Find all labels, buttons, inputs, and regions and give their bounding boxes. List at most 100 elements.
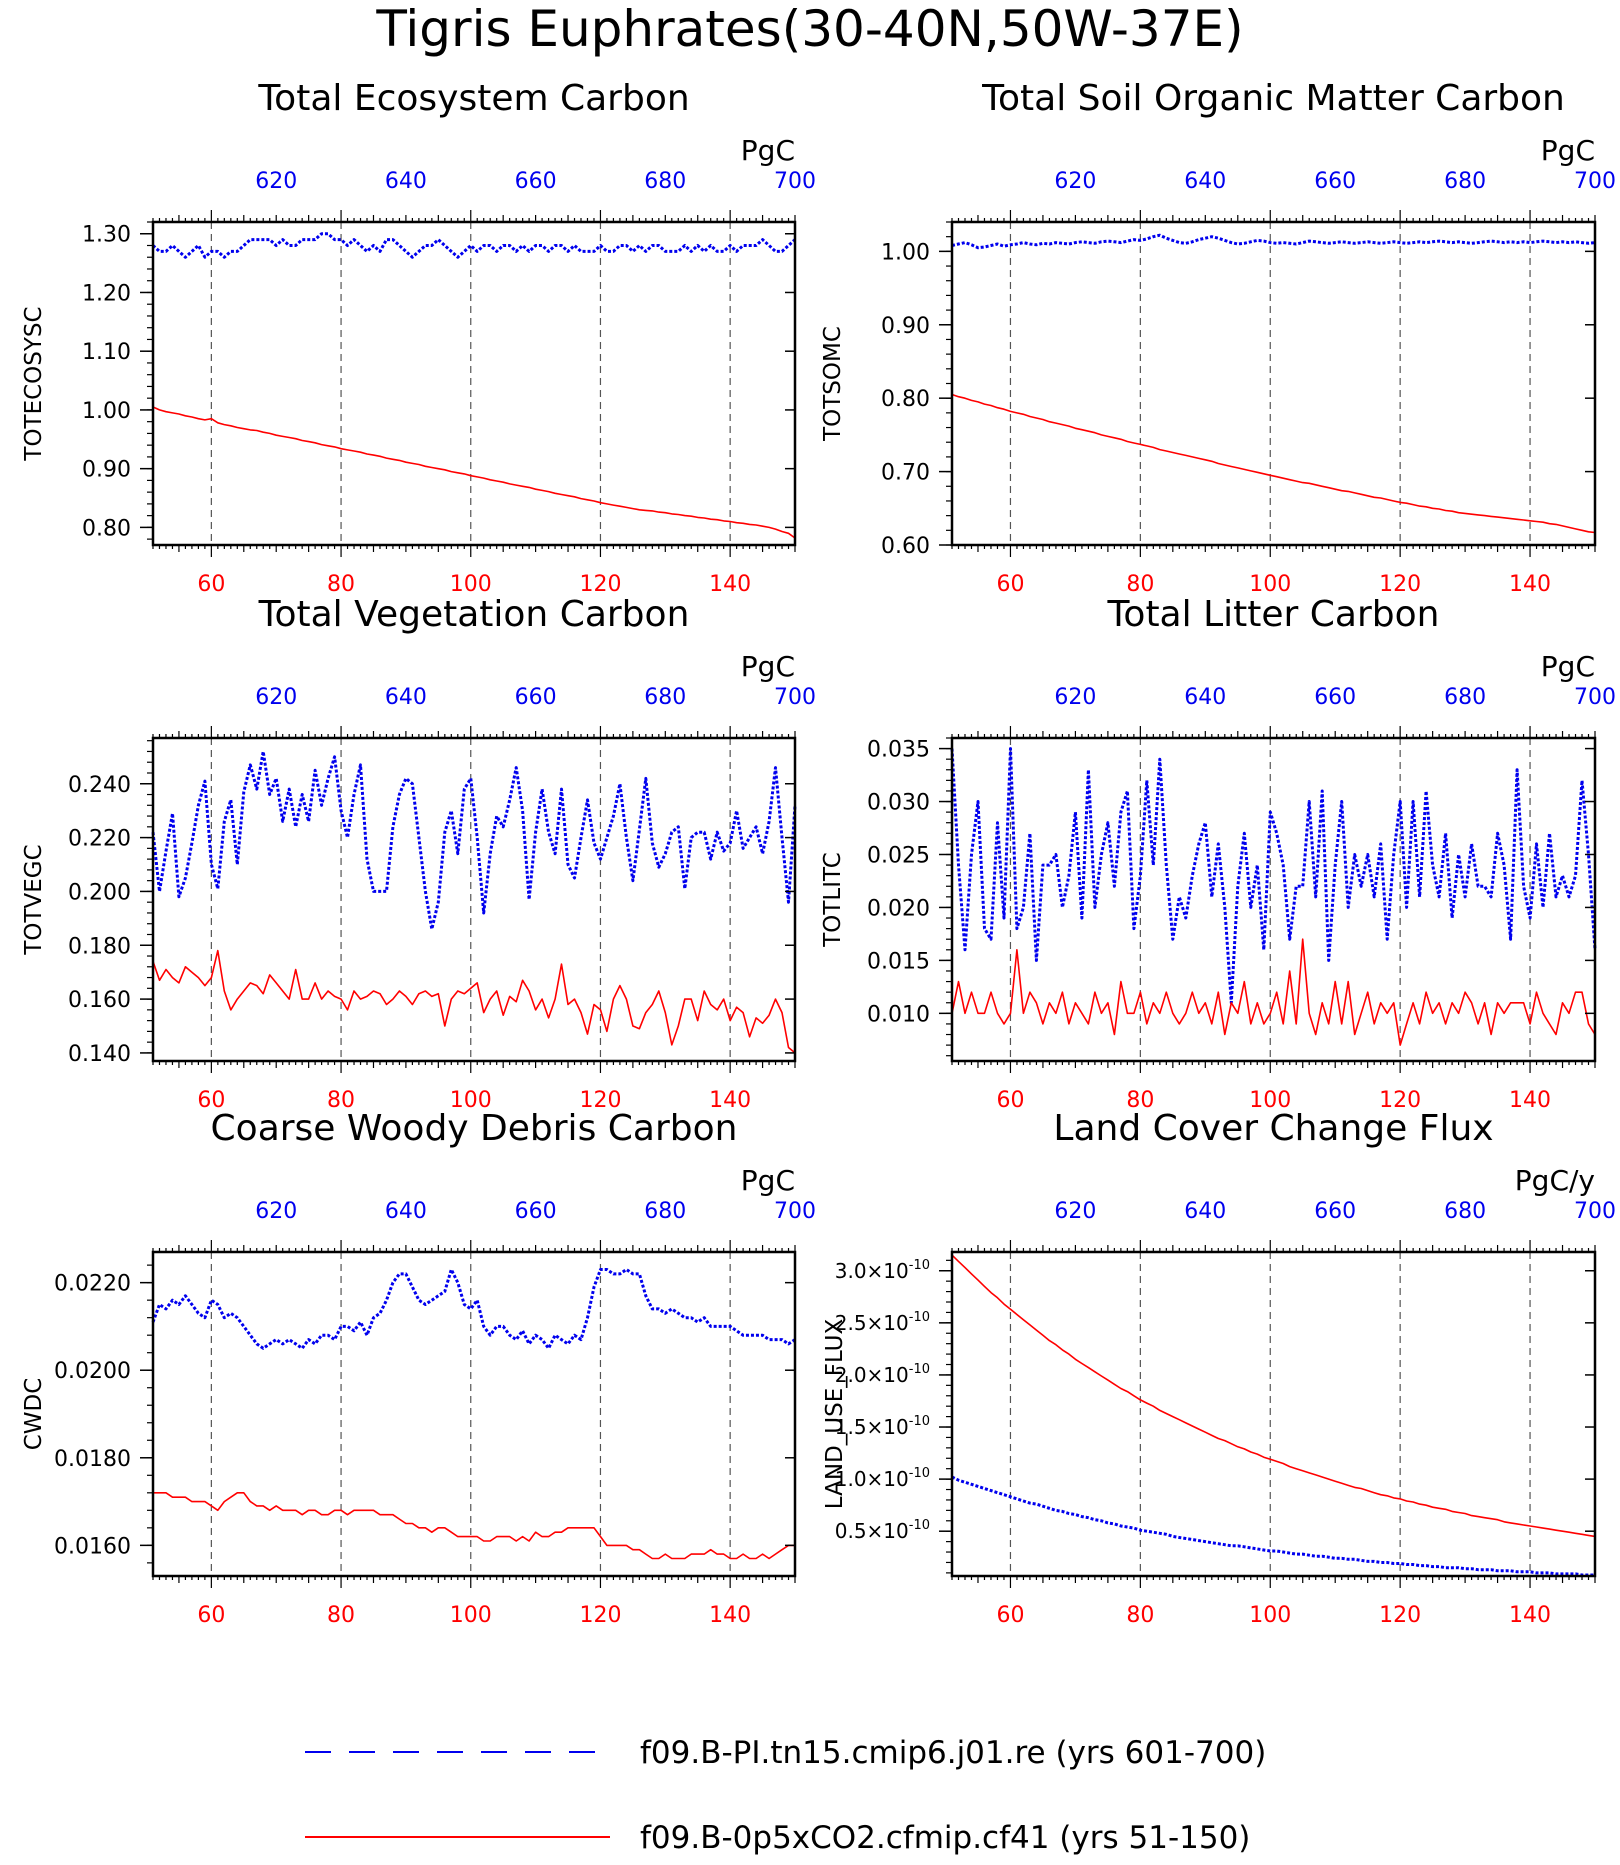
legend-label-1: f09.B-PI.tn15.cmip6.j01.re (yrs 601-700) [640, 1735, 1266, 1771]
x-tick-label-top: 700 [1574, 169, 1616, 194]
y-tick-label: 0.160 [68, 988, 131, 1013]
y-tick-label: 3.0×10-10 [835, 1258, 930, 1283]
x-tick-label-top: 700 [1574, 685, 1616, 710]
y-tick-label: 0.80 [82, 516, 131, 541]
x-tick-label-bottom: 100 [1249, 1603, 1291, 1628]
x-tick-label-bottom: 80 [1126, 1088, 1154, 1113]
x-tick-label-top: 640 [385, 169, 427, 194]
y-tick-label: 0.020 [867, 896, 930, 921]
x-tick-label-bottom: 80 [1126, 572, 1154, 597]
units-label: PgC/y [1515, 1164, 1595, 1197]
x-tick-label-bottom: 120 [1379, 1603, 1421, 1628]
x-tick-label-top: 700 [774, 1199, 816, 1224]
series-line-1 [950, 747, 1597, 1005]
x-tick-label-bottom: 140 [709, 1603, 751, 1628]
y-tick-label: 2.0×10-10 [835, 1362, 930, 1387]
series-line-1 [951, 1475, 1595, 1577]
y-tick-label: 1.5×10-10 [835, 1414, 930, 1439]
y-tick-mantissa: 2.0 [835, 1363, 867, 1387]
y-tick-exponent: -10 [909, 1518, 930, 1533]
series-line-2 [152, 949, 796, 1054]
x-tick-label-top: 660 [1314, 685, 1356, 710]
x-tick-label-top: 620 [255, 1199, 297, 1224]
y-tick-label: 0.025 [867, 843, 930, 868]
x-tick-label-bottom: 100 [450, 572, 492, 597]
x-tick-label-top: 640 [1184, 1199, 1226, 1224]
x-tick-label-bottom: 60 [996, 1088, 1024, 1113]
panel-title: Total Soil Organic Matter Carbon [981, 78, 1565, 119]
y-tick-label: 0.015 [867, 949, 930, 974]
x-tick-label-top: 640 [385, 1199, 427, 1224]
y-tick-label: 0.60 [881, 534, 930, 559]
series-line-2 [153, 1492, 795, 1560]
x-tick-label-bottom: 120 [1379, 1088, 1421, 1113]
y-tick-exponent: -10 [909, 1310, 930, 1325]
y-tick-label: 0.180 [68, 934, 131, 959]
x-tick-label-top: 660 [515, 685, 557, 710]
x-tick-label-bottom: 80 [327, 572, 355, 597]
x-tick-label-top: 680 [1444, 169, 1486, 194]
y-tick-times: ×10 [867, 1519, 909, 1543]
y-tick-label: 0.0200 [54, 1359, 131, 1384]
x-tick-label-bottom: 100 [450, 1603, 492, 1628]
y-tick-label: 2.5×10-10 [835, 1310, 930, 1335]
y-tick-label: 1.00 [881, 240, 930, 265]
x-tick-label-bottom: 100 [1249, 572, 1291, 597]
series-line-2 [951, 938, 1596, 1046]
series-line-1 [951, 233, 1596, 250]
plot-frame [151, 736, 797, 1063]
y-axis-label: TOTSOMC [820, 326, 846, 442]
y-tick-label: 0.0160 [54, 1534, 131, 1559]
y-tick-exponent: -10 [909, 1362, 930, 1377]
y-axis-label: TOTECOSYSC [21, 306, 47, 461]
x-tick-label-top: 660 [1314, 169, 1356, 194]
series-line-2 [951, 1254, 1596, 1538]
x-tick-label-top: 660 [515, 169, 557, 194]
legend: f09.B-PI.tn15.cmip6.j01.re (yrs 601-700)… [305, 1735, 1266, 1856]
x-tick-label-top: 680 [644, 169, 686, 194]
x-tick-label-bottom: 100 [450, 1088, 492, 1113]
y-tick-label: 1.30 [82, 223, 131, 248]
y-tick-times: ×10 [867, 1467, 909, 1491]
panel-3: Total Vegetation Carbon PgC 60 80 100 120 140 6… [21, 594, 816, 1113]
x-tick-label-bottom: 80 [327, 1088, 355, 1113]
y-tick-label: 1.10 [82, 340, 131, 365]
units-label: PgC [741, 134, 795, 167]
y-tick-label: 0.220 [68, 827, 131, 852]
x-tick-label-top: 680 [644, 1199, 686, 1224]
y-tick-mantissa: 3.0 [835, 1259, 867, 1283]
y-tick-times: ×10 [867, 1363, 909, 1387]
panels: Total Ecosystem Carbon PgC 60 80 100 120 140 62… [21, 78, 1616, 1628]
y-tick-times: ×10 [867, 1415, 909, 1439]
panel-title: Total Ecosystem Carbon [257, 78, 689, 119]
y-axis-label: CWDC [21, 1378, 47, 1451]
x-tick-label-bottom: 120 [579, 1088, 621, 1113]
units-label: PgC [741, 1164, 795, 1197]
x-tick-label-bottom: 140 [1509, 1603, 1551, 1628]
figure-title: Tigris Euphrates(30-40N,50W-37E) [375, 0, 1243, 58]
x-tick-label-bottom: 60 [197, 572, 225, 597]
x-tick-label-top: 680 [1444, 685, 1486, 710]
x-tick-label-bottom: 60 [996, 1603, 1024, 1628]
x-tick-label-bottom: 140 [1509, 572, 1551, 597]
y-tick-label: 0.0180 [54, 1447, 131, 1472]
series-line-1 [151, 1268, 796, 1350]
series-line-2 [951, 393, 1596, 534]
x-tick-label-top: 640 [1184, 685, 1226, 710]
x-tick-label-top: 640 [1184, 169, 1226, 194]
y-tick-exponent: -10 [909, 1466, 930, 1481]
panel-1: Total Ecosystem Carbon PgC 60 80 100 120 140 62… [21, 78, 816, 597]
series-line-1 [151, 232, 797, 259]
x-tick-label-bottom: 140 [709, 572, 751, 597]
units-label: PgC [1541, 650, 1595, 683]
x-tick-label-top: 620 [1054, 1199, 1096, 1224]
x-tick-label-top: 640 [385, 685, 427, 710]
plot-frame [950, 1250, 1597, 1578]
y-tick-label: 1.00 [82, 399, 131, 424]
y-tick-label: 1.20 [82, 281, 131, 306]
panel-2: Total Soil Organic Matter Carbon PgC 60 80 1… [820, 78, 1616, 597]
y-tick-label: 0.035 [867, 738, 930, 763]
y-tick-times: ×10 [867, 1311, 909, 1335]
x-tick-label-top: 660 [1314, 1199, 1356, 1224]
